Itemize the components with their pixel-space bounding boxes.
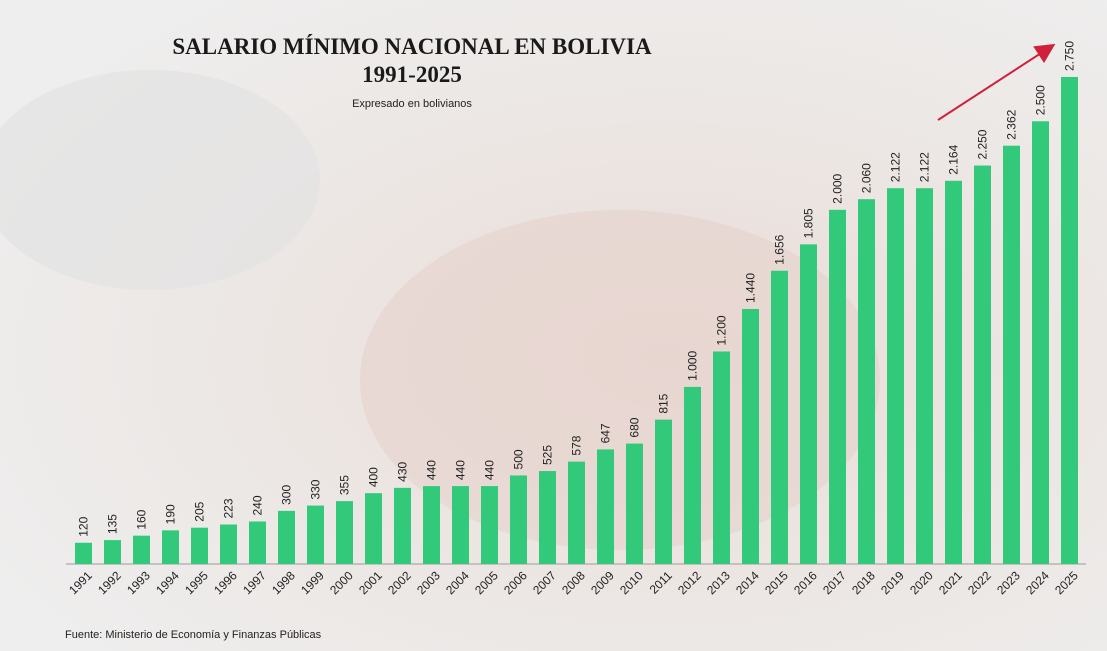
value-label: 223 [222, 498, 236, 518]
value-label: 500 [512, 449, 526, 469]
bar [713, 351, 730, 564]
bar [75, 542, 92, 564]
value-label: 2.122 [889, 152, 903, 182]
bar [1003, 145, 1020, 564]
bar [249, 521, 266, 564]
value-label: 647 [599, 423, 613, 443]
bar [597, 449, 614, 564]
bar [452, 486, 469, 564]
bar [1032, 121, 1049, 564]
bar [974, 165, 991, 564]
value-label: 1.656 [773, 234, 787, 264]
bar [365, 493, 382, 564]
value-label: 190 [164, 504, 178, 524]
source-note: Fuente: Ministerio de Economía y Finanza… [65, 629, 322, 641]
value-label: 300 [280, 485, 294, 505]
bar [568, 461, 585, 564]
bar [481, 486, 498, 564]
value-label: 2.060 [860, 163, 874, 193]
chart-subtitle: Expresado en bolivianos [352, 98, 472, 110]
value-label: 355 [338, 475, 352, 495]
value-label: 430 [396, 462, 410, 482]
bar [945, 180, 962, 564]
bar [510, 475, 527, 564]
value-label: 440 [483, 460, 497, 480]
background-blur [0, 70, 320, 290]
value-label: 1.200 [715, 315, 729, 345]
bar [800, 244, 817, 565]
bar [336, 501, 353, 564]
value-label: 2.000 [831, 173, 845, 203]
value-label: 1.000 [686, 351, 700, 381]
value-label: 2.500 [1034, 85, 1048, 115]
value-label: 120 [77, 516, 91, 536]
bar [133, 535, 150, 564]
bar [394, 487, 411, 564]
value-label: 2.250 [976, 129, 990, 159]
value-label: 578 [570, 435, 584, 455]
bar [858, 199, 875, 564]
bar [916, 188, 933, 565]
bar [191, 527, 208, 564]
value-label: 400 [367, 467, 381, 487]
value-label: 525 [541, 445, 555, 465]
value-label: 205 [193, 501, 207, 521]
bar [423, 486, 440, 564]
value-label: 160 [135, 509, 149, 529]
value-label: 2.750 [1063, 41, 1077, 71]
bar [684, 386, 701, 564]
value-label: 2.122 [918, 152, 932, 182]
chart-title: SALARIO MÍNIMO NACIONAL EN BOLIVIA [172, 34, 652, 59]
bar [104, 540, 121, 564]
trend-arrow [937, 43, 1056, 121]
value-label: 2.362 [1005, 109, 1019, 139]
bar [829, 209, 846, 564]
value-label: 135 [106, 514, 120, 534]
chart-title: 1991-2025 [362, 62, 462, 87]
bar [162, 530, 179, 564]
bar [655, 419, 672, 564]
bar [307, 505, 324, 564]
bar [742, 308, 759, 564]
value-label: 2.164 [947, 144, 961, 174]
value-label: 330 [309, 479, 323, 499]
bar [771, 270, 788, 564]
value-label: 440 [425, 460, 439, 480]
value-label: 1.440 [744, 273, 758, 303]
bar [278, 510, 295, 564]
bar [1061, 77, 1078, 564]
bar [626, 443, 643, 564]
value-label: 240 [251, 495, 265, 515]
value-label: 1.805 [802, 208, 816, 238]
bar [887, 188, 904, 565]
bar [539, 471, 556, 564]
value-label: 680 [628, 417, 642, 437]
value-label: 440 [454, 460, 468, 480]
value-label: 815 [657, 393, 671, 413]
bar [220, 524, 237, 564]
